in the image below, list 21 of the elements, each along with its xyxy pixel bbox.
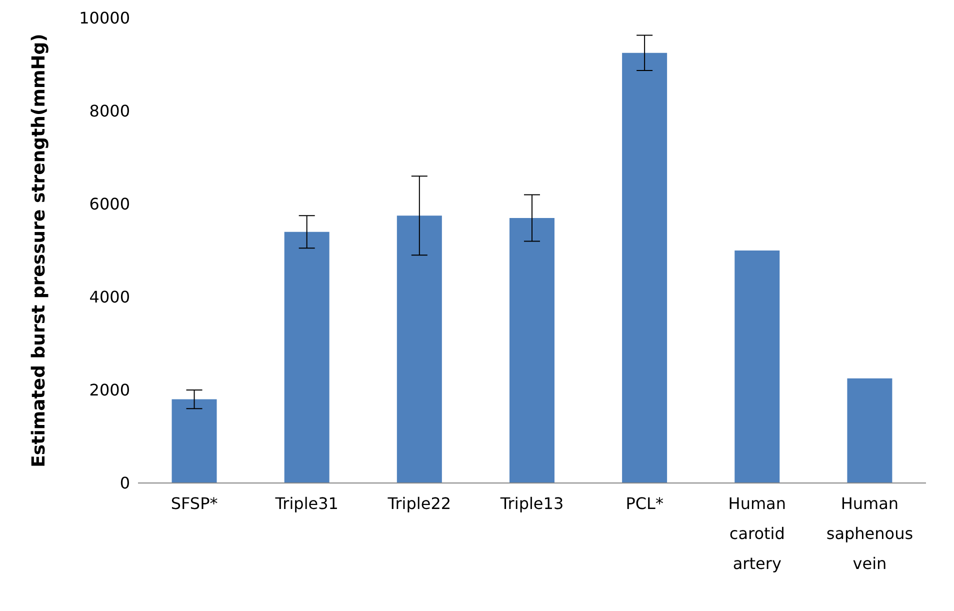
bar <box>509 218 554 483</box>
x-tick-label: Triple13 <box>499 494 564 513</box>
bar <box>734 250 780 483</box>
bar <box>396 216 442 483</box>
bar <box>847 378 892 483</box>
y-axis-title: Estimated burst pressure strength(mmHg) <box>28 34 50 468</box>
x-tick-label: Triple31 <box>274 494 338 513</box>
y-tick-label: 6000 <box>89 194 130 214</box>
x-tick-label: Triple22 <box>386 494 452 513</box>
y-tick-label: 10000 <box>79 8 130 28</box>
x-tick-label: Human saphenous vein <box>826 494 914 573</box>
bar <box>172 399 217 483</box>
x-tick-label: PCL* <box>626 494 664 513</box>
x-tick-label: Human carotid artery <box>728 494 786 573</box>
bar <box>622 52 668 483</box>
y-tick-label: 4000 <box>89 288 130 307</box>
x-tick-label: SFSP* <box>170 494 218 513</box>
bar <box>284 232 330 483</box>
y-tick-label: 2000 <box>89 380 130 400</box>
y-tick-label: 0 <box>120 474 130 493</box>
y-tick-label: 8000 <box>89 102 130 121</box>
